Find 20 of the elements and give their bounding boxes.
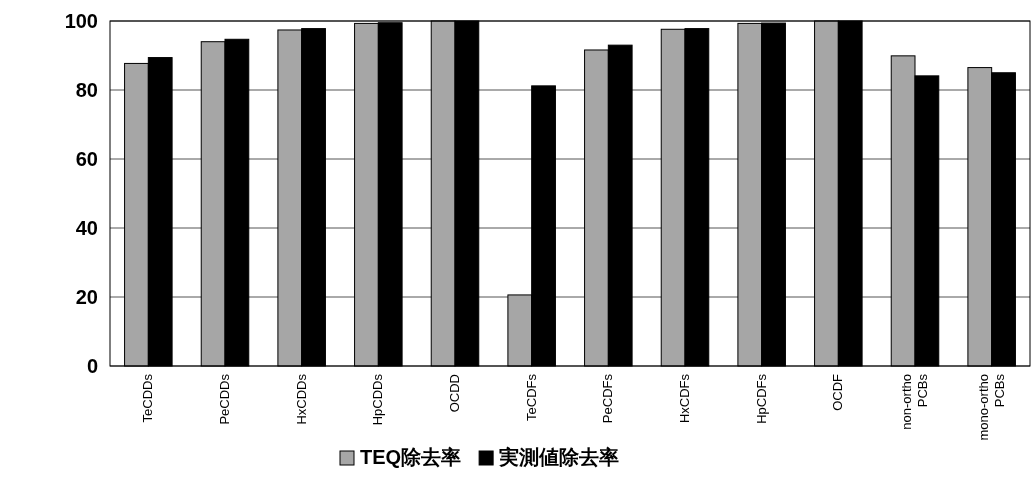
y-tick-label: 100: [64, 10, 98, 32]
x-tick-label: TeCDFs: [523, 373, 539, 421]
legend-label: TEQ除去率: [360, 446, 462, 468]
y-tick-label: 80: [75, 79, 98, 101]
legend-label: 実測値除去率: [498, 446, 620, 468]
x-tick-label: PeCDDs: [217, 373, 232, 425]
x-tick-label: HxCDFs: [677, 373, 692, 424]
x-tick-label: HxCDDs: [293, 373, 309, 425]
x-tick-label: HpCDDs: [370, 373, 386, 426]
y-tick-label: 60: [75, 148, 98, 170]
x-tick-label: OCDF: [830, 373, 846, 411]
y-tick-label: 0: [86, 355, 98, 377]
x-tick-label: OCDD: [447, 374, 462, 413]
x-tick-label: PeCDFs: [600, 373, 616, 424]
x-tick-label: TeCDDs: [140, 373, 156, 423]
x-tick-label: mono-ortho PCBs: [975, 373, 1007, 441]
x-tick-label: non-ortho PCBs: [899, 373, 930, 430]
y-tick-label: 20: [75, 286, 98, 308]
x-tick-label: HpCDFs: [753, 373, 769, 424]
y-tick-label: 40: [75, 217, 98, 239]
